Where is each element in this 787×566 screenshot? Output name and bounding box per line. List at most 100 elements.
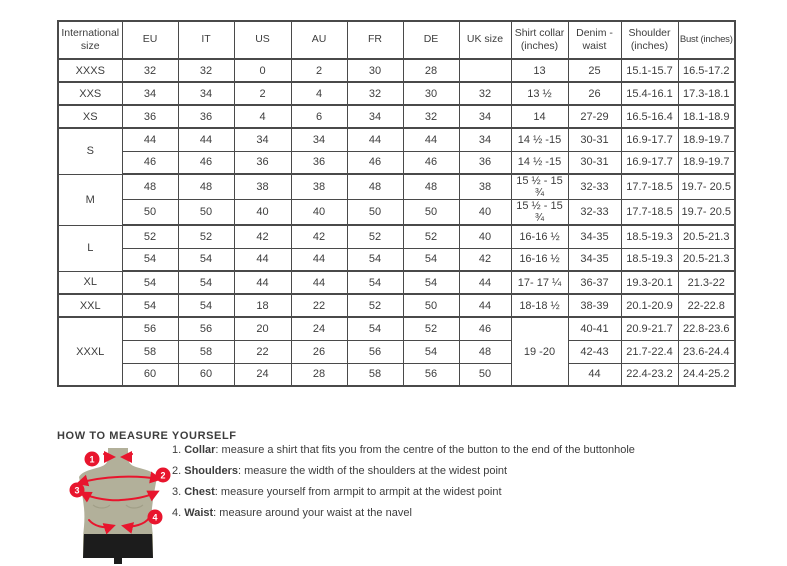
table-cell: 23.6-24.4	[677, 339, 736, 364]
table-cell: 4	[290, 81, 348, 106]
table-cell: 18	[233, 293, 292, 318]
table-cell: 18.9-19.7	[677, 150, 736, 175]
table-cell: 50	[402, 199, 460, 226]
table-cell: 56	[121, 316, 179, 341]
table-cell: 54	[177, 293, 235, 318]
table-cell: 40	[458, 224, 512, 249]
table-cell: 58	[346, 362, 404, 387]
table-cell: 48	[458, 339, 512, 364]
table-cell: 34	[290, 127, 348, 152]
table-cell: 28	[290, 362, 348, 387]
table-cell: 34	[177, 81, 235, 106]
table-row: XXXS 32 32 0 2 30 28 13 25 15.1-15.7 16.5-17.2	[57, 58, 736, 83]
table-cell: 58	[121, 339, 179, 364]
collar-arrow-left	[103, 450, 116, 463]
table-cell: 54	[402, 270, 460, 295]
table-cell: 26	[567, 81, 622, 106]
table-cell: 34	[458, 104, 512, 129]
table-cell: 32	[458, 81, 512, 106]
table-cell: XXXS	[57, 58, 123, 83]
table-cell: 16.9-17.7	[620, 127, 679, 152]
table-cell: 60	[121, 362, 179, 387]
table-cell: XS	[57, 104, 123, 129]
table-cell: 30-31	[567, 150, 622, 175]
table-cell: 42-43	[567, 339, 622, 364]
table-cell: 48	[121, 173, 179, 200]
chest-measure-line	[79, 490, 160, 503]
table-cell: 50	[458, 362, 512, 387]
table-cell: 16.5-17.2	[677, 58, 736, 83]
table-cell: 15 ½ - 15 ¾	[510, 199, 569, 226]
table-cell: 56	[402, 362, 460, 387]
measure-step: 1. Collar: measure a shirt that fits you…	[172, 443, 635, 464]
table-cell: 42	[290, 224, 348, 249]
table-cell: 50	[402, 293, 460, 318]
waist-measure-left	[88, 519, 116, 535]
table-cell: 13 ½	[510, 81, 569, 106]
table-cell: 22.8-23.6	[677, 316, 736, 341]
chest-contour	[92, 504, 144, 509]
table-cell: 50	[346, 199, 404, 226]
table-cell: 52	[346, 224, 404, 249]
table-cell: 4	[233, 104, 292, 129]
table-cell: 30	[346, 58, 404, 83]
table-cell: 48	[402, 173, 460, 200]
table-cell: 54	[346, 247, 404, 272]
table-cell: 24	[290, 316, 348, 341]
measure-section-title: HOW TO MEASURE YOURSELF	[57, 430, 237, 442]
table-row: S 44 44 34 34 44 44 34 14 ½ -15 30-31 16.9-17.7 18.…	[57, 127, 736, 175]
table-cell: 44	[233, 270, 292, 295]
column-header: Shoulder (inches)	[620, 20, 679, 60]
marker-number: 4	[152, 513, 157, 523]
table-cell: 60	[177, 362, 235, 387]
table-cell: 44	[121, 127, 179, 152]
table-cell: 42	[458, 247, 512, 272]
table-cell: 14 ½ -15	[510, 127, 569, 152]
table-cell: 34	[346, 104, 404, 129]
table-cell: 36-37	[567, 270, 622, 295]
table-cell: 36	[177, 104, 235, 129]
table-cell: 44	[458, 293, 512, 318]
table-cell: 38	[233, 173, 292, 200]
table-cell: 56	[346, 339, 404, 364]
table-cell: 6	[290, 104, 348, 129]
table-row: XXL 54 54 18 22 52 50 44 18-18 ½ 38-39 20.1-20.9 22…	[57, 293, 736, 318]
column-header: International size	[57, 20, 123, 60]
table-cell: 48	[177, 173, 235, 200]
measure-marker-2: 2	[155, 467, 171, 483]
table-cell: M	[57, 173, 123, 226]
table-cell: 54	[121, 247, 179, 272]
step-text: : measure around your waist at the navel	[213, 507, 412, 519]
table-cell: S	[57, 127, 123, 175]
table-cell: 14	[510, 104, 569, 129]
table-row: 50 50 40 40 50 50 40 15 ½ - 15 ¾ 32-33 17.7-18.5 1…	[58, 199, 736, 226]
table-cell: 34-35	[567, 247, 622, 272]
marker-number: 1	[89, 455, 94, 465]
table-cell: XL	[57, 270, 123, 295]
table-cell: 52	[121, 224, 179, 249]
table-cell: 22-22.8	[677, 293, 736, 318]
marker-number: 3	[74, 486, 79, 496]
measure-steps: 1. Collar: measure a shirt that fits you…	[172, 443, 635, 527]
table-cell: 44	[458, 270, 512, 295]
table-cell: 26	[290, 339, 348, 364]
table-cell: 34	[233, 127, 292, 152]
table-cell: 46	[458, 316, 512, 341]
table-cell: 19 -20	[510, 316, 569, 387]
step-label: Waist	[184, 507, 214, 519]
column-header: Denim - waist	[567, 20, 622, 60]
table-cell: XXS	[57, 81, 123, 106]
table-cell: 46	[177, 150, 235, 175]
table-cell: 15.4-16.1	[620, 81, 679, 106]
table-cell: 38	[290, 173, 348, 200]
step-label: Shoulders	[184, 465, 239, 477]
table-cell: 22	[290, 293, 348, 318]
table-cell: 40	[290, 199, 348, 226]
table-cell: 13	[510, 58, 569, 83]
table-cell: 42	[233, 224, 292, 249]
marker-circle	[69, 482, 85, 498]
table-cell: 30	[402, 81, 460, 106]
table-cell: 18-18 ½	[510, 293, 569, 318]
table-row: XL 54 54 44 44 54 54 44 17- 17 ¼ 36-37 19.3-20.1 21…	[57, 270, 736, 295]
column-header: AU	[290, 20, 348, 60]
